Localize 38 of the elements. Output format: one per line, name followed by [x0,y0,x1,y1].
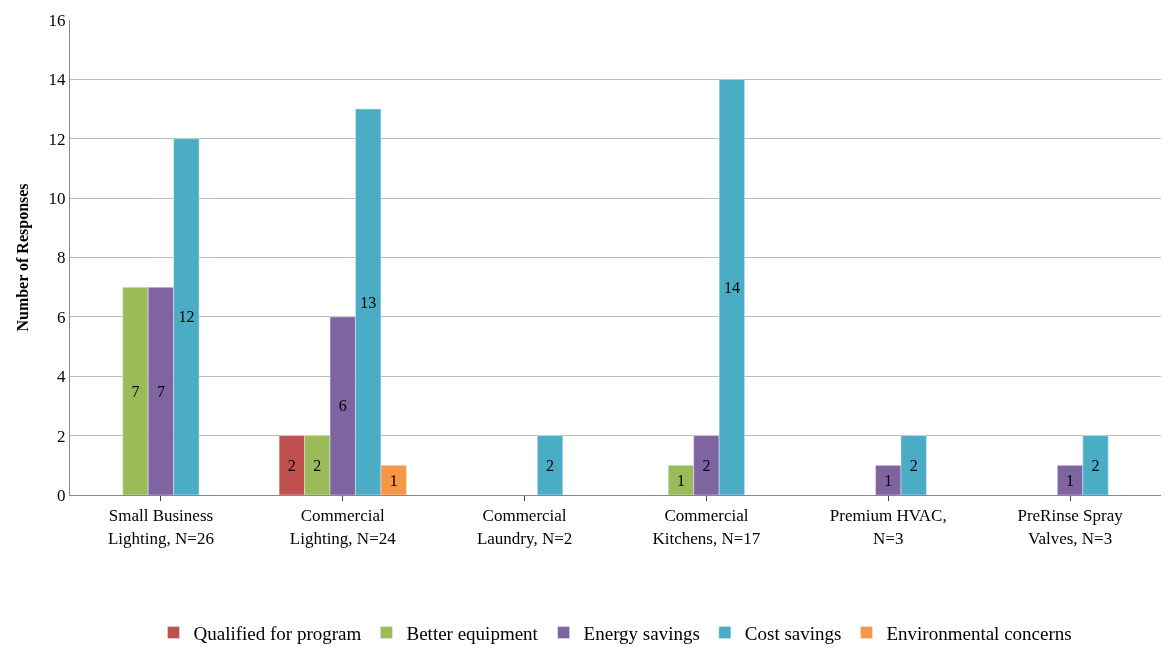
data-label: 2 [546,456,555,474]
y-tick-label: 10 [48,189,66,209]
y-axis-title: Number of Responses [14,183,33,332]
x-tick-label: Commercial Laundry, N=2 [476,506,573,548]
y-tick-label: 0 [57,485,66,505]
y-tick-label: 6 [57,307,66,327]
y-tick-label: 4 [57,367,67,387]
x-tick-label: Commercial Lighting, N=24 [289,506,397,548]
data-label: 7 [131,382,140,400]
y-tick-label: 12 [48,129,66,149]
legend-label: Energy savings [583,623,700,645]
y-tick-label: 14 [48,70,67,90]
legend-label: Environmental concerns [886,623,1072,645]
y-tick-label: 2 [57,426,66,446]
data-label: 7 [156,382,165,400]
data-label: 1 [676,471,685,489]
data-label: 1 [884,471,893,489]
x-tick-label: Commercial Kitchens, N=17 [652,506,761,548]
data-label: 1 [389,471,398,489]
bar [537,435,564,495]
data-label: 2 [702,456,711,474]
x-tick-label: Small Business Lighting, N=26 [107,506,214,548]
data-label: 2 [313,456,322,474]
y-tick-label: 16 [48,10,66,30]
legend-label: Better equipment [406,623,539,645]
legend-label: Qualified for program [193,623,362,645]
data-label: 12 [178,308,195,326]
y-tick-label: 8 [57,248,66,268]
data-label: 13 [360,293,377,311]
legend-label: Cost savings [744,623,842,645]
data-label: 1 [1066,471,1075,489]
data-label: 2 [909,456,918,474]
data-label: 2 [1091,456,1100,474]
data-label: 6 [338,397,347,415]
x-tick-label: Premium HVAC, N=3 [829,506,947,548]
data-label: 14 [723,278,740,296]
x-tick-label: PreRinse Spray Valves, N=3 [1017,506,1124,548]
data-label: 2 [287,456,296,474]
